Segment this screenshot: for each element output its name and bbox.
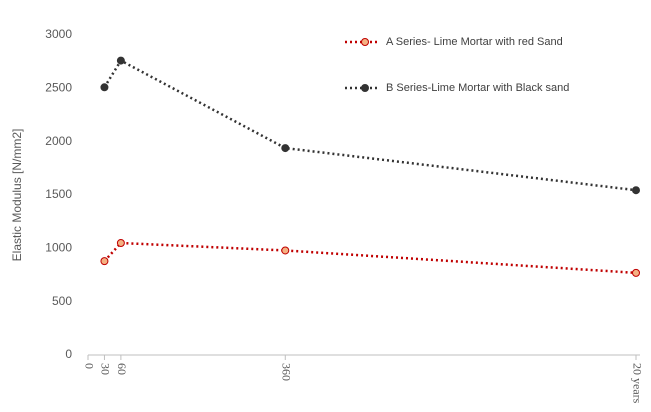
- y-axis-label: Elastic Modulus [N/mm2]: [10, 129, 24, 262]
- data-point: [632, 268, 640, 277]
- legend-label: B Series-Lime Mortar with Black sand: [386, 82, 569, 94]
- data-point: [116, 56, 125, 65]
- y-tick-label: 2500: [45, 81, 72, 95]
- legend-label: A Series- Lime Mortar with red Sand: [386, 36, 563, 48]
- data-point: [100, 257, 109, 266]
- y-tick-label: 0: [65, 347, 72, 361]
- x-tick-label: 360: [280, 363, 294, 381]
- y-tick-label: 500: [52, 294, 72, 308]
- data-point: [281, 144, 290, 153]
- x-tick-label: 20 years: [630, 363, 644, 404]
- x-tick-label: 60: [115, 363, 129, 375]
- y-tick-label: 1000: [45, 241, 72, 255]
- series-line: [103, 241, 637, 275]
- data-point: [281, 246, 290, 255]
- y-tick-label: 1500: [45, 187, 72, 201]
- data-point: [632, 186, 640, 195]
- legend-marker: [361, 84, 369, 92]
- x-tick-label: 0: [82, 363, 96, 369]
- y-tick-label: 2000: [45, 134, 72, 148]
- series-line: [103, 58, 637, 192]
- legend-marker: [361, 38, 369, 46]
- x-tick-label: 30: [99, 363, 113, 375]
- y-tick-label: 3000: [45, 27, 72, 41]
- data-point: [116, 239, 125, 247]
- data-point: [100, 83, 109, 92]
